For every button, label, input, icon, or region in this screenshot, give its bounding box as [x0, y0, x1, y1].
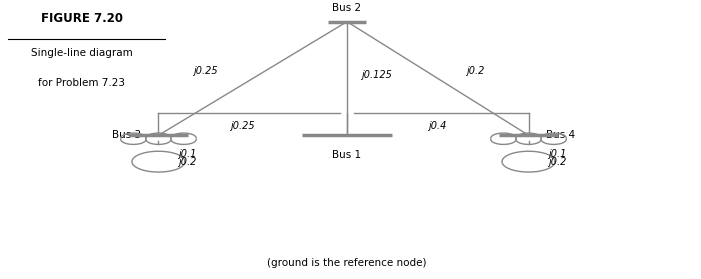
- Text: j0.25: j0.25: [193, 66, 218, 76]
- Text: Bus 3: Bus 3: [112, 130, 141, 140]
- Text: (ground is the reference node): (ground is the reference node): [267, 258, 427, 268]
- Text: j0.125: j0.125: [361, 70, 392, 80]
- Text: j0.1: j0.1: [178, 150, 196, 159]
- Text: j0.2: j0.2: [178, 157, 196, 167]
- Text: j0.2: j0.2: [465, 66, 484, 76]
- Text: j0.1: j0.1: [548, 150, 566, 159]
- Text: j0.4: j0.4: [428, 121, 447, 131]
- Text: j0.25: j0.25: [230, 121, 254, 131]
- Text: Single-line diagram: Single-line diagram: [31, 48, 132, 58]
- Text: FIGURE 7.20: FIGURE 7.20: [41, 12, 123, 25]
- Text: Bus 1: Bus 1: [332, 150, 362, 160]
- Text: for Problem 7.23: for Problem 7.23: [38, 78, 125, 88]
- Text: Bus 2: Bus 2: [332, 3, 362, 13]
- Text: Bus 4: Bus 4: [546, 130, 575, 140]
- Text: j0.2: j0.2: [548, 157, 566, 167]
